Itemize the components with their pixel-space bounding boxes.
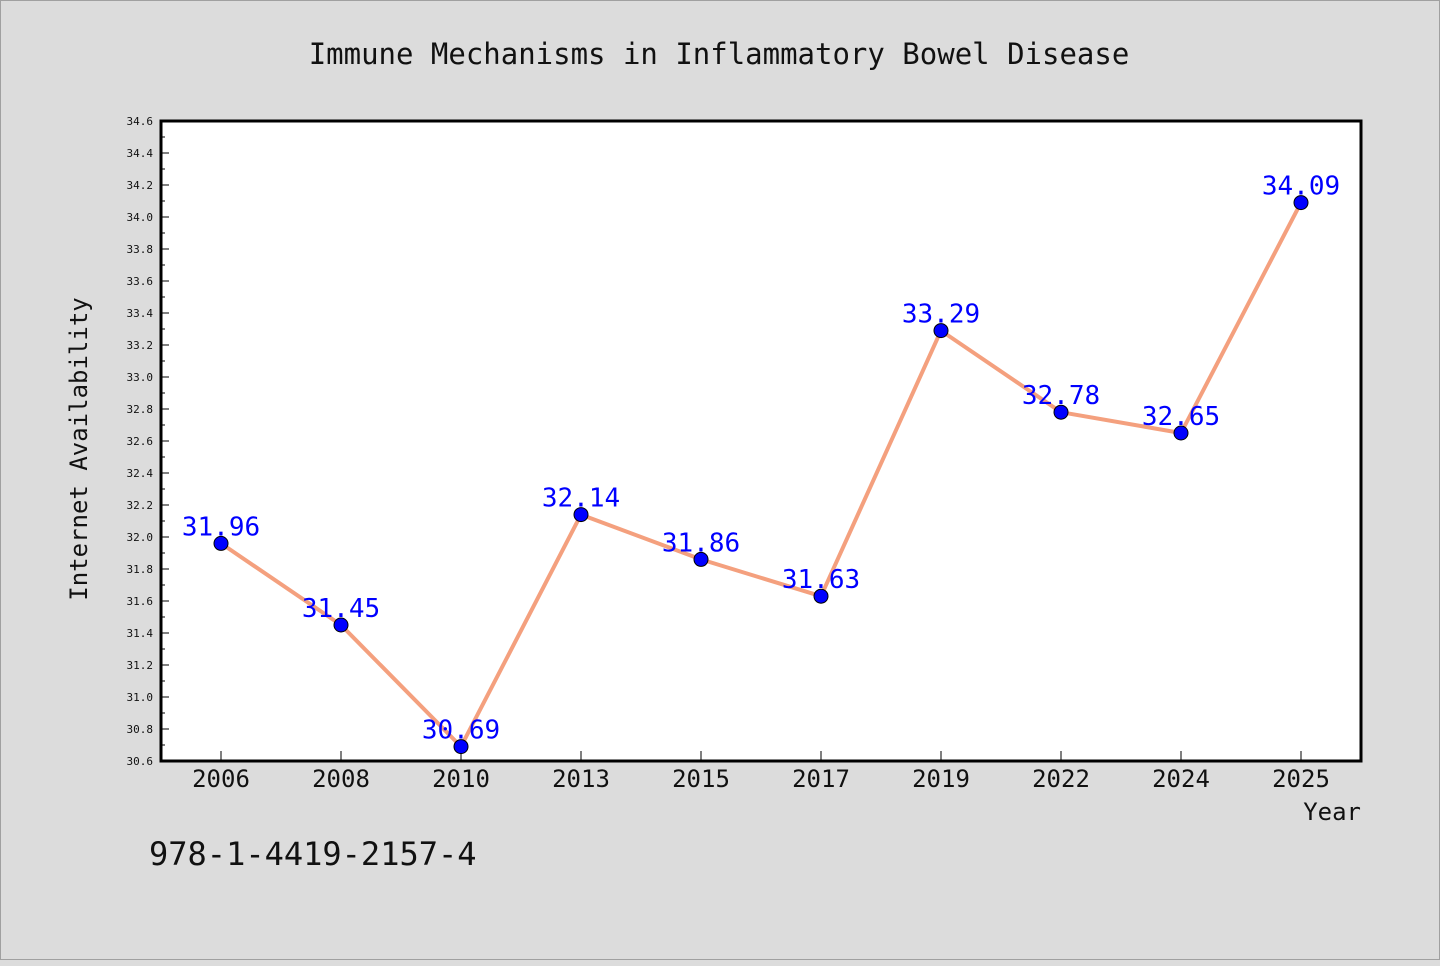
y-tick-label: 31.8 <box>127 563 154 576</box>
data-label: 34.09 <box>1262 172 1340 202</box>
y-tick-label: 30.8 <box>127 723 154 736</box>
data-point <box>1173 425 1189 441</box>
x-tick-label: 2013 <box>552 765 610 793</box>
data-point <box>813 588 829 604</box>
y-axis-label: Internet Availability <box>65 297 93 600</box>
x-axis-label: Year <box>1303 798 1361 826</box>
x-tick-label: 2022 <box>1032 765 1090 793</box>
data-label: 30.69 <box>422 716 500 746</box>
y-tick-label: 32.8 <box>127 403 154 416</box>
y-tick-label: 33.6 <box>127 275 154 288</box>
y-tick-label: 34.6 <box>127 115 154 128</box>
data-label: 31.96 <box>182 512 260 542</box>
x-tick-label: 2019 <box>912 765 970 793</box>
data-point <box>453 739 469 755</box>
y-tick-label: 33.4 <box>127 307 154 320</box>
y-tick-label: 33.2 <box>127 339 154 352</box>
data-point <box>693 551 709 567</box>
y-tick-label: 31.0 <box>127 691 154 704</box>
y-tick-label: 30.6 <box>127 755 154 768</box>
x-tick-label: 2015 <box>672 765 730 793</box>
x-tick-label: 2010 <box>432 765 490 793</box>
plot-area <box>159 119 1363 763</box>
data-label: 32.65 <box>1142 402 1220 432</box>
y-tick-label: 31.6 <box>127 595 154 608</box>
x-tick-label: 2025 <box>1272 765 1330 793</box>
data-point <box>213 535 229 551</box>
y-tick-label: 32.0 <box>127 531 154 544</box>
data-label: 32.78 <box>1022 381 1100 411</box>
y-tick-label: 34.2 <box>127 179 154 192</box>
data-point <box>933 323 949 339</box>
y-tick-label: 32.4 <box>127 467 154 480</box>
y-axis-ticks: 30.6 30.8 31.0 31.2 31.4 31.6 31.8 32.0 32.2 32.4… <box>127 115 169 768</box>
data-label: 33.29 <box>902 300 980 330</box>
y-tick-label: 33.0 <box>127 371 154 384</box>
y-tick-label: 31.2 <box>127 659 154 672</box>
data-point <box>333 617 349 633</box>
data-point <box>1053 404 1069 420</box>
data-point <box>1293 195 1309 211</box>
data-label: 31.63 <box>782 565 860 595</box>
x-tick-label: 2008 <box>312 765 370 793</box>
x-axis-ticks: 2006 2008 2010 2013 2015 2017 2019 2022 2024 2025 <box>192 751 1330 793</box>
y-tick-label: 34.0 <box>127 211 154 224</box>
y-tick-label: 32.6 <box>127 435 154 448</box>
y-tick-label: 31.4 <box>127 627 154 640</box>
isbn-code: 978-1-4419-2157-4 <box>149 835 477 873</box>
chart-title: Immune Mechanisms in Inflammatory Bowel … <box>309 37 1130 71</box>
x-tick-label: 2024 <box>1152 765 1210 793</box>
series-layer: 31.96 31.45 30.69 32.14 31.86 31.63 33.29 32.78… <box>182 172 1340 755</box>
y-tick-label: 33.8 <box>127 243 154 256</box>
data-point <box>573 507 589 523</box>
y-tick-label: 32.2 <box>127 499 154 512</box>
data-label: 32.14 <box>542 484 620 514</box>
series-line <box>219 200 1303 749</box>
data-label: 31.86 <box>662 528 740 558</box>
x-tick-label: 2017 <box>792 765 850 793</box>
x-tick-label: 2006 <box>192 765 250 793</box>
y-tick-label: 34.4 <box>127 147 154 160</box>
data-label: 31.45 <box>302 594 380 624</box>
